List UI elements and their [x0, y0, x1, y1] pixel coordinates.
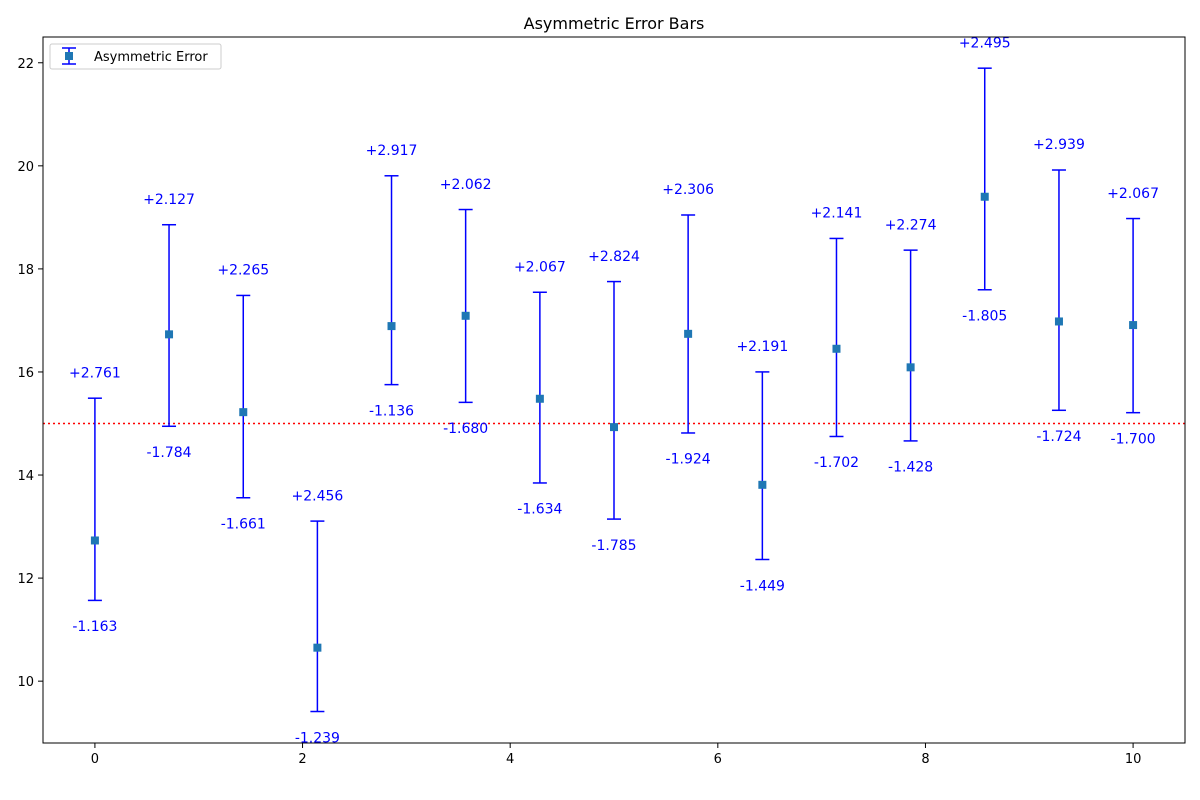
- x-tick-label: 6: [714, 752, 722, 767]
- data-point: [239, 408, 248, 417]
- legend: Asymmetric Error: [49, 43, 222, 70]
- error-plus-label: +2.306: [662, 182, 714, 198]
- error-plus-label: +2.761: [69, 365, 121, 381]
- error-minus-label: -1.784: [146, 445, 191, 461]
- data-point: [461, 311, 470, 320]
- data-point: [684, 329, 693, 338]
- error-minus-label: -1.239: [295, 730, 340, 746]
- x-tick-label: 10: [1125, 752, 1142, 767]
- error-plus-label: +2.067: [514, 259, 566, 275]
- error-minus-label: -1.661: [221, 517, 266, 533]
- x-tick-label: 4: [506, 752, 514, 767]
- data-point: [610, 423, 618, 432]
- y-tick-label: 10: [17, 675, 34, 690]
- error-plus-label: +2.274: [885, 217, 937, 233]
- error-plus-label: +2.141: [811, 206, 863, 222]
- error-minus-label: -1.785: [591, 538, 636, 554]
- error-plus-label: +2.067: [1107, 186, 1159, 202]
- error-minus-label: -1.680: [443, 421, 488, 437]
- error-minus-label: -1.700: [1111, 431, 1156, 447]
- data-point: [980, 192, 989, 201]
- data-point: [313, 643, 322, 652]
- legend-marker: [62, 47, 76, 65]
- error-minus-label: -1.428: [888, 460, 933, 476]
- x-tick-label: 0: [91, 752, 99, 767]
- chart-title: Asymmetric Error Bars: [524, 14, 705, 33]
- y-tick-label: 14: [17, 469, 34, 484]
- error-minus-label: -1.634: [517, 502, 562, 518]
- error-plus-label: +2.495: [959, 35, 1011, 51]
- data-point: [387, 322, 396, 331]
- y-tick-label: 22: [17, 57, 34, 72]
- data-point: [535, 394, 544, 403]
- error-minus-label: -1.163: [72, 619, 117, 635]
- data-point: [906, 363, 915, 372]
- error-plus-label: +2.939: [1033, 137, 1085, 153]
- error-plus-label: +2.824: [588, 249, 640, 265]
- error-plus-label: +2.265: [217, 263, 269, 279]
- error-minus-label: -1.702: [814, 455, 859, 471]
- data-point: [832, 344, 841, 353]
- plot-area: +2.761 -1.163 +2.127 -1.784 +2.265 -1.661 +2.4…: [43, 35, 1185, 746]
- error-minus-label: -1.924: [666, 452, 711, 468]
- data-point: [165, 330, 174, 339]
- data-point: [1054, 317, 1063, 326]
- x-tick-label: 2: [298, 752, 306, 767]
- legend-box: [49, 43, 222, 70]
- y-tick-label: 20: [17, 160, 34, 175]
- legend-label: Asymmetric Error: [94, 50, 208, 65]
- error-plus-label: +2.191: [736, 339, 788, 355]
- error-plus-label: +2.127: [143, 192, 195, 208]
- error-plus-label: +2.062: [440, 177, 492, 193]
- error-minus-label: -1.805: [962, 309, 1007, 325]
- axes-frame: [42, 36, 1186, 744]
- data-point: [90, 536, 99, 545]
- y-tick-label: 16: [17, 366, 34, 381]
- data-point: [1129, 321, 1138, 330]
- error-plus-label: +2.456: [291, 488, 343, 504]
- error-plus-label: +2.917: [366, 143, 418, 159]
- data-point: [758, 480, 767, 489]
- x-tick-label: 8: [921, 752, 929, 767]
- y-tick-label: 12: [17, 572, 34, 587]
- y-tick-label: 18: [17, 263, 34, 278]
- error-minus-label: -1.136: [369, 403, 414, 419]
- axes: 0 2 4 6 8 10 10 12 14 16 18 20 22: [17, 57, 1141, 767]
- error-minus-label: -1.724: [1036, 429, 1081, 445]
- error-minus-label: -1.449: [740, 578, 785, 594]
